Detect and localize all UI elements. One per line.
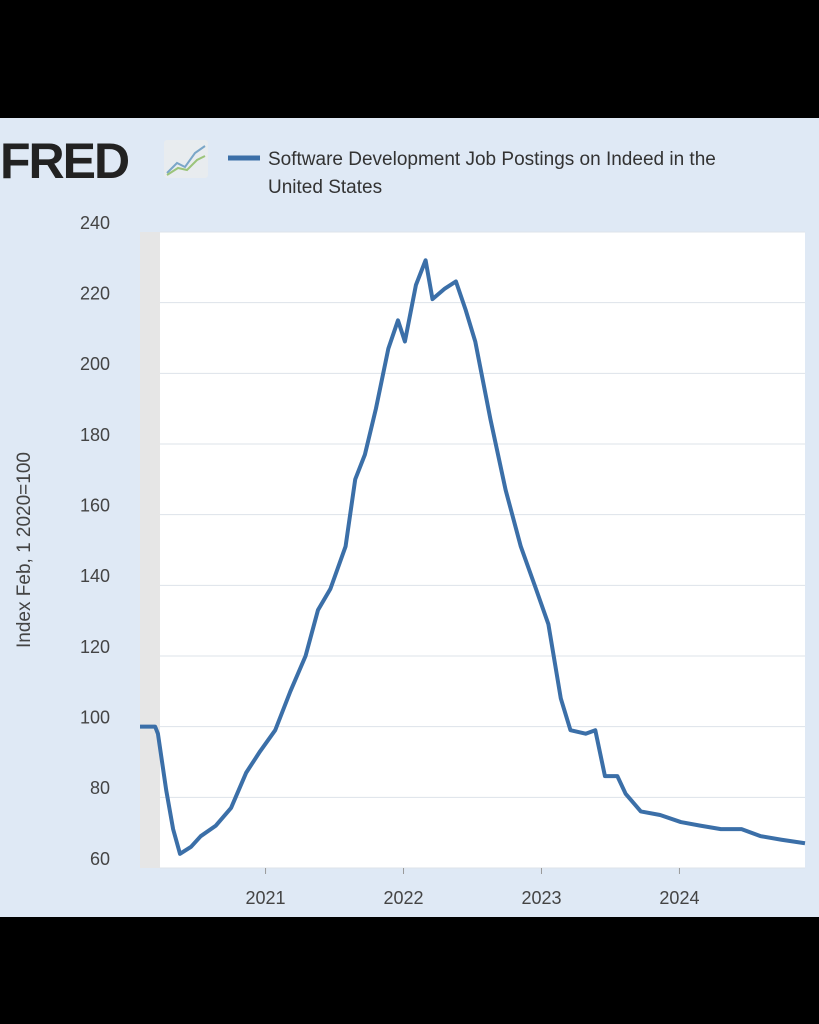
- chart-panel: Index Feb, 1 2020=100 60 80 100 120 140 160 18…: [0, 118, 819, 917]
- x-tick-label: 2023: [521, 888, 561, 908]
- logo: FRED: [0, 133, 130, 189]
- y-tick-label: 120: [80, 637, 110, 657]
- logo-icon: [164, 140, 208, 178]
- chart: Index Feb, 1 2020=100 60 80 100 120 140 160 18…: [14, 140, 806, 908]
- recession-shading: [140, 232, 160, 868]
- data-line: [140, 258, 806, 856]
- y-tick-label: 160: [80, 495, 110, 515]
- x-tick-label: 2021: [246, 888, 286, 908]
- x-tick-label: 2022: [383, 888, 423, 908]
- y-tick-label: 100: [80, 707, 110, 727]
- y-tick-label: 220: [80, 283, 110, 303]
- y-axis-label: Index Feb, 1 2020=100: [14, 452, 35, 648]
- y-tick-label: 140: [80, 566, 110, 586]
- y-tick-label: 60: [90, 849, 110, 869]
- y-tick-label: 200: [80, 354, 110, 374]
- y-tick-label: 180: [80, 425, 110, 445]
- x-tick-label: 2024: [659, 888, 699, 908]
- legend-label: Software Development Job Postings on Ind…: [268, 149, 716, 198]
- y-tick-label: 240: [80, 213, 110, 233]
- y-tick-label: 80: [90, 778, 110, 798]
